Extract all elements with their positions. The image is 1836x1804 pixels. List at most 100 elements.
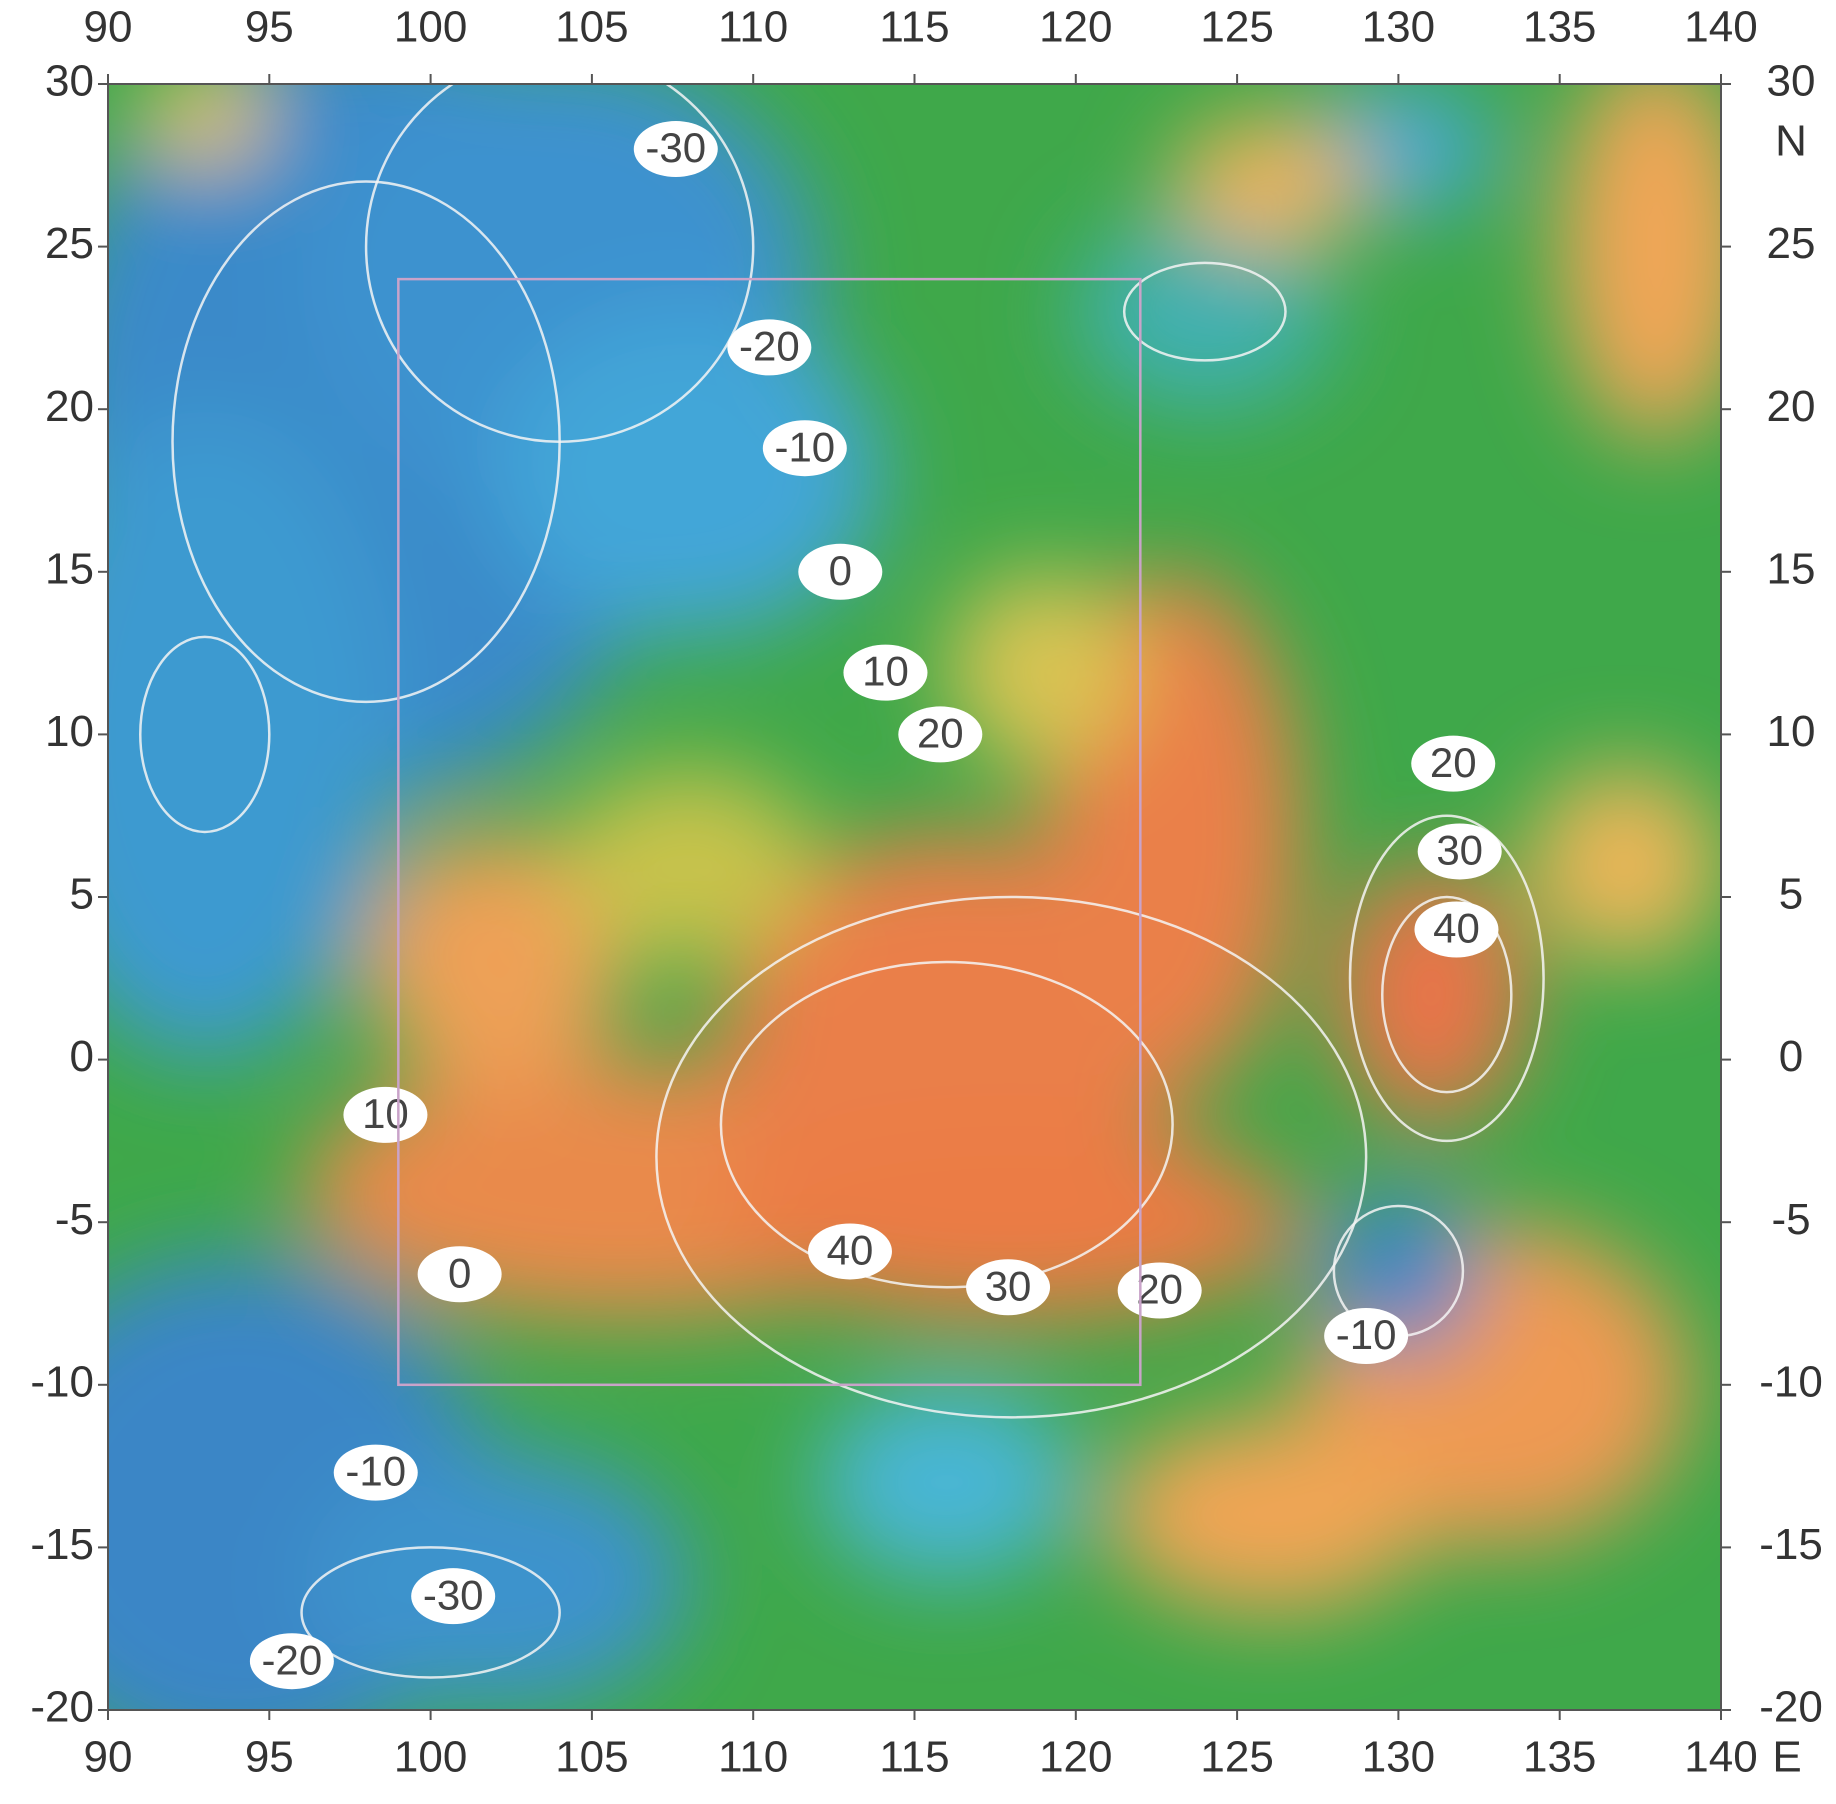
contour-label-bg <box>727 319 812 376</box>
x-tick-label: 120 <box>1039 1733 1112 1782</box>
contour-line <box>719 960 1174 1289</box>
contour-label-bg <box>1411 735 1496 792</box>
y-tick-label: 20 <box>1767 382 1816 431</box>
color-region <box>559 766 818 963</box>
contour-label: -30 <box>423 1571 484 1618</box>
contour-label-bg <box>798 543 883 600</box>
contour-label: 30 <box>1436 827 1483 874</box>
contour-label-bg <box>411 1568 496 1625</box>
color-region <box>946 571 1141 767</box>
color-region <box>108 409 399 1060</box>
map-frame <box>107 83 1722 1711</box>
contour-label-bg <box>1324 1308 1409 1365</box>
x-tick-label: 115 <box>879 1733 949 1782</box>
x-tick-label: 105 <box>555 1733 628 1782</box>
color-region <box>1333 864 1528 1125</box>
contour-line <box>1348 814 1545 1143</box>
y-tick-label: -20 <box>1759 1683 1823 1732</box>
contour-label-bg <box>843 644 928 701</box>
contour-label-bg <box>249 1633 334 1690</box>
y-tick-label: -20 <box>30 1683 94 1732</box>
y-tick-label: 5 <box>70 870 94 919</box>
x-tick-label: 95 <box>245 1733 294 1782</box>
y-tick-label: 30 <box>1767 57 1816 106</box>
contour-label: 20 <box>1136 1266 1183 1313</box>
color-region <box>495 311 883 637</box>
y-tick-label: -15 <box>1759 1520 1823 1569</box>
contour-label: 10 <box>862 648 909 695</box>
x-tick-label: 100 <box>394 3 467 52</box>
contour-line <box>1122 261 1287 362</box>
y-tick-label: 15 <box>1767 544 1816 593</box>
y-tick-label: -15 <box>30 1520 94 1569</box>
color-region <box>1527 766 1721 963</box>
contour-label: 40 <box>1433 905 1480 952</box>
contour-label: 0 <box>829 547 852 594</box>
contour-label: -30 <box>645 124 706 171</box>
contour-line <box>300 1546 561 1679</box>
x-tick-label: 95 <box>245 3 294 52</box>
contour-line <box>655 895 1368 1419</box>
y-tick-label: 5 <box>1779 870 1803 919</box>
x-tick-label: 140 <box>1684 1733 1757 1782</box>
x-tick-label: 125 <box>1200 1733 1273 1782</box>
contour-label: 40 <box>827 1227 874 1274</box>
contour-label: 30 <box>985 1262 1032 1309</box>
y-tick-label: -10 <box>1759 1357 1823 1406</box>
x-tick-label: 110 <box>718 3 788 52</box>
y-tick-label: 25 <box>1767 219 1816 268</box>
contour-label: 10 <box>362 1090 409 1137</box>
y-unit: N <box>1775 117 1807 166</box>
contour-label-bg <box>1417 823 1502 880</box>
y-tick-label: -10 <box>30 1357 94 1406</box>
contour-line <box>139 635 271 834</box>
y-tick-label: 10 <box>1767 707 1816 756</box>
contour-label: 20 <box>917 709 964 756</box>
x-tick-label: 135 <box>1523 3 1596 52</box>
contour-label-bg <box>343 1086 428 1143</box>
y-tick-label: 20 <box>45 382 94 431</box>
contour-label-bg <box>633 121 718 178</box>
contour-line <box>1381 895 1513 1094</box>
contour-label-bg <box>1414 901 1499 958</box>
color-region <box>817 1384 1076 1580</box>
x-tick-label: 140 <box>1684 3 1757 52</box>
y-tick-label: -5 <box>55 1195 94 1244</box>
contour-label-bg <box>807 1223 892 1280</box>
contour-label: -20 <box>739 323 800 370</box>
y-tick-label: 25 <box>45 219 94 268</box>
x-tick-label: 100 <box>394 1733 467 1782</box>
x-tick-label: 120 <box>1039 3 1112 52</box>
contour-label: 0 <box>448 1249 471 1296</box>
color-region <box>1172 116 1367 247</box>
y-tick-label: 10 <box>45 707 94 756</box>
x-tick-label: 110 <box>718 1733 788 1782</box>
x-tick-label: 135 <box>1523 1733 1596 1782</box>
contour-label: -20 <box>262 1636 323 1683</box>
contour-label-bg <box>762 420 847 477</box>
color-region <box>1108 1417 1431 1613</box>
color-region <box>366 831 625 1093</box>
x-tick-label: 130 <box>1362 3 1435 52</box>
contour-line <box>364 84 755 443</box>
anomaly-field <box>108 84 1721 1710</box>
contour-label-bg <box>417 1246 502 1303</box>
x-tick-label: 125 <box>1200 3 1273 52</box>
y-tick-label: 0 <box>1779 1032 1803 1081</box>
color-region <box>1559 84 1721 442</box>
x-tick-label: 130 <box>1362 1733 1435 1782</box>
study-box <box>397 277 1142 1387</box>
x-tick-label: 90 <box>84 3 133 52</box>
contour-label-bg <box>966 1259 1051 1316</box>
contour-label: 20 <box>1430 739 1477 786</box>
x-tick-label: 115 <box>879 3 949 52</box>
color-region <box>140 84 270 166</box>
contour-label-bg <box>333 1444 418 1501</box>
x-unit: E <box>1772 1733 1801 1782</box>
y-tick-label: 15 <box>45 544 94 593</box>
y-tick-label: 30 <box>45 57 94 106</box>
contour-label-bg <box>898 706 983 763</box>
x-tick-label: 90 <box>84 1733 133 1782</box>
y-tick-label: 0 <box>70 1032 94 1081</box>
